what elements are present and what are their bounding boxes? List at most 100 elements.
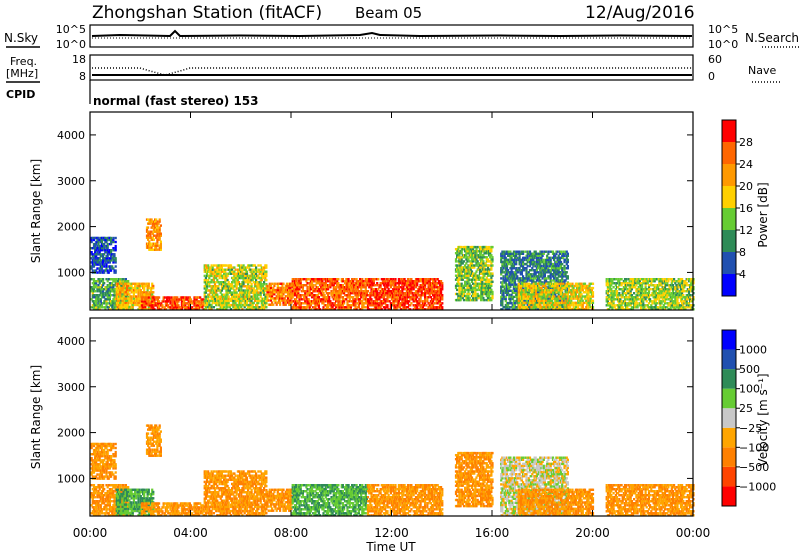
echo-cell: [144, 293, 147, 296]
echo-cell: [257, 285, 260, 288]
echo-cell: [296, 288, 299, 291]
echo-cell: [513, 303, 517, 307]
echo-cell: [127, 305, 130, 309]
echo-cell: [348, 298, 351, 301]
echo-cell: [333, 280, 336, 283]
echo-cell: [507, 258, 510, 262]
echo-cell: [430, 284, 434, 287]
echo-cell: [276, 286, 279, 290]
echo-cell: [227, 289, 230, 292]
echo-cell: [317, 308, 320, 311]
echo-cell: [353, 284, 356, 287]
echo-cell: [244, 291, 247, 294]
echo-cell: [554, 254, 557, 257]
echo-cell: [316, 294, 319, 297]
echo-cell: [419, 280, 422, 283]
echo-cell: [257, 308, 260, 311]
echo-cell: [122, 284, 125, 288]
echo-cell: [158, 306, 161, 309]
echo-cell: [509, 283, 512, 286]
echo-cell: [99, 298, 102, 301]
echo-cell: [541, 260, 544, 264]
echo-cell: [120, 294, 123, 297]
echo-cell: [491, 294, 494, 298]
echo-cell: [389, 306, 392, 309]
echo-cell: [553, 252, 556, 255]
echo-cell: [512, 250, 515, 253]
echo-cell: [359, 278, 362, 281]
echo-cell: [123, 299, 126, 302]
echo-cell: [505, 267, 509, 270]
echo-cell: [91, 294, 94, 297]
echo-cell: [327, 286, 330, 289]
echo-cell: [460, 272, 463, 275]
echo-cell: [374, 288, 378, 291]
echo-cell: [97, 306, 100, 309]
echo-cell: [470, 262, 474, 265]
echo-cell: [464, 245, 467, 249]
echo-cell: [517, 271, 520, 274]
echo-cell: [146, 295, 149, 298]
echo-cell: [527, 252, 530, 255]
echo-cell: [488, 282, 491, 285]
echo-cell: [458, 278, 461, 281]
echo-cell: [234, 268, 237, 271]
echo-cell: [208, 270, 211, 273]
echo-cell: [231, 287, 234, 290]
echo-cell: [312, 302, 315, 305]
echo-cell: [528, 250, 532, 253]
echo-cell: [333, 288, 336, 291]
echo-cell: [240, 287, 243, 290]
echo-cell: [511, 308, 514, 311]
echo-cell: [505, 260, 509, 264]
echo-cell: [103, 265, 106, 268]
echo-cell: [255, 281, 258, 284]
echo-cell: [113, 290, 116, 293]
echo-cell: [146, 291, 149, 294]
echo-cell: [454, 286, 458, 290]
echo-cell: [398, 294, 402, 297]
echo-cell: [135, 299, 138, 302]
echo-cell: [536, 262, 540, 266]
echo-cell: [304, 306, 307, 309]
echo-cell: [284, 286, 287, 290]
echo-cell: [550, 269, 553, 272]
echo-cell: [235, 278, 238, 282]
echo-cell: [500, 287, 503, 290]
echo-cell: [279, 282, 282, 285]
echo-cell: [434, 278, 437, 281]
echo-cell: [119, 291, 122, 294]
echo-cell: [104, 249, 107, 252]
echo-cell: [386, 296, 389, 299]
echo-cell: [483, 248, 486, 251]
echo-cell: [500, 252, 503, 255]
echo-cell: [235, 303, 238, 307]
echo-cell: [320, 294, 323, 297]
echo-cell: [540, 258, 543, 262]
echo-cell: [429, 296, 432, 299]
echo-cell: [100, 238, 103, 242]
echo-cell: [317, 292, 320, 295]
echo-cell: [208, 285, 211, 288]
echo-cell: [95, 242, 98, 246]
echo-cell: [211, 299, 214, 303]
echo-cell: [489, 298, 492, 302]
echo-cell: [279, 286, 282, 290]
echo-cell: [394, 278, 397, 281]
echo-cell: [457, 294, 460, 298]
echo-cell: [457, 268, 460, 271]
echo-cell: [181, 306, 185, 309]
echo-cell: [347, 286, 350, 289]
echo-cell: [480, 256, 483, 259]
echo-cell: [111, 265, 114, 268]
echo-cell: [374, 294, 378, 297]
echo-cell: [335, 288, 338, 291]
echo-cell: [224, 299, 227, 303]
echo-cell: [180, 308, 183, 311]
echo-cell: [370, 288, 373, 291]
echo-cell: [100, 294, 103, 297]
echo-cell: [116, 295, 119, 298]
echo-cell: [549, 275, 552, 278]
echo-cell: [242, 283, 245, 286]
echo-cell: [333, 296, 336, 299]
